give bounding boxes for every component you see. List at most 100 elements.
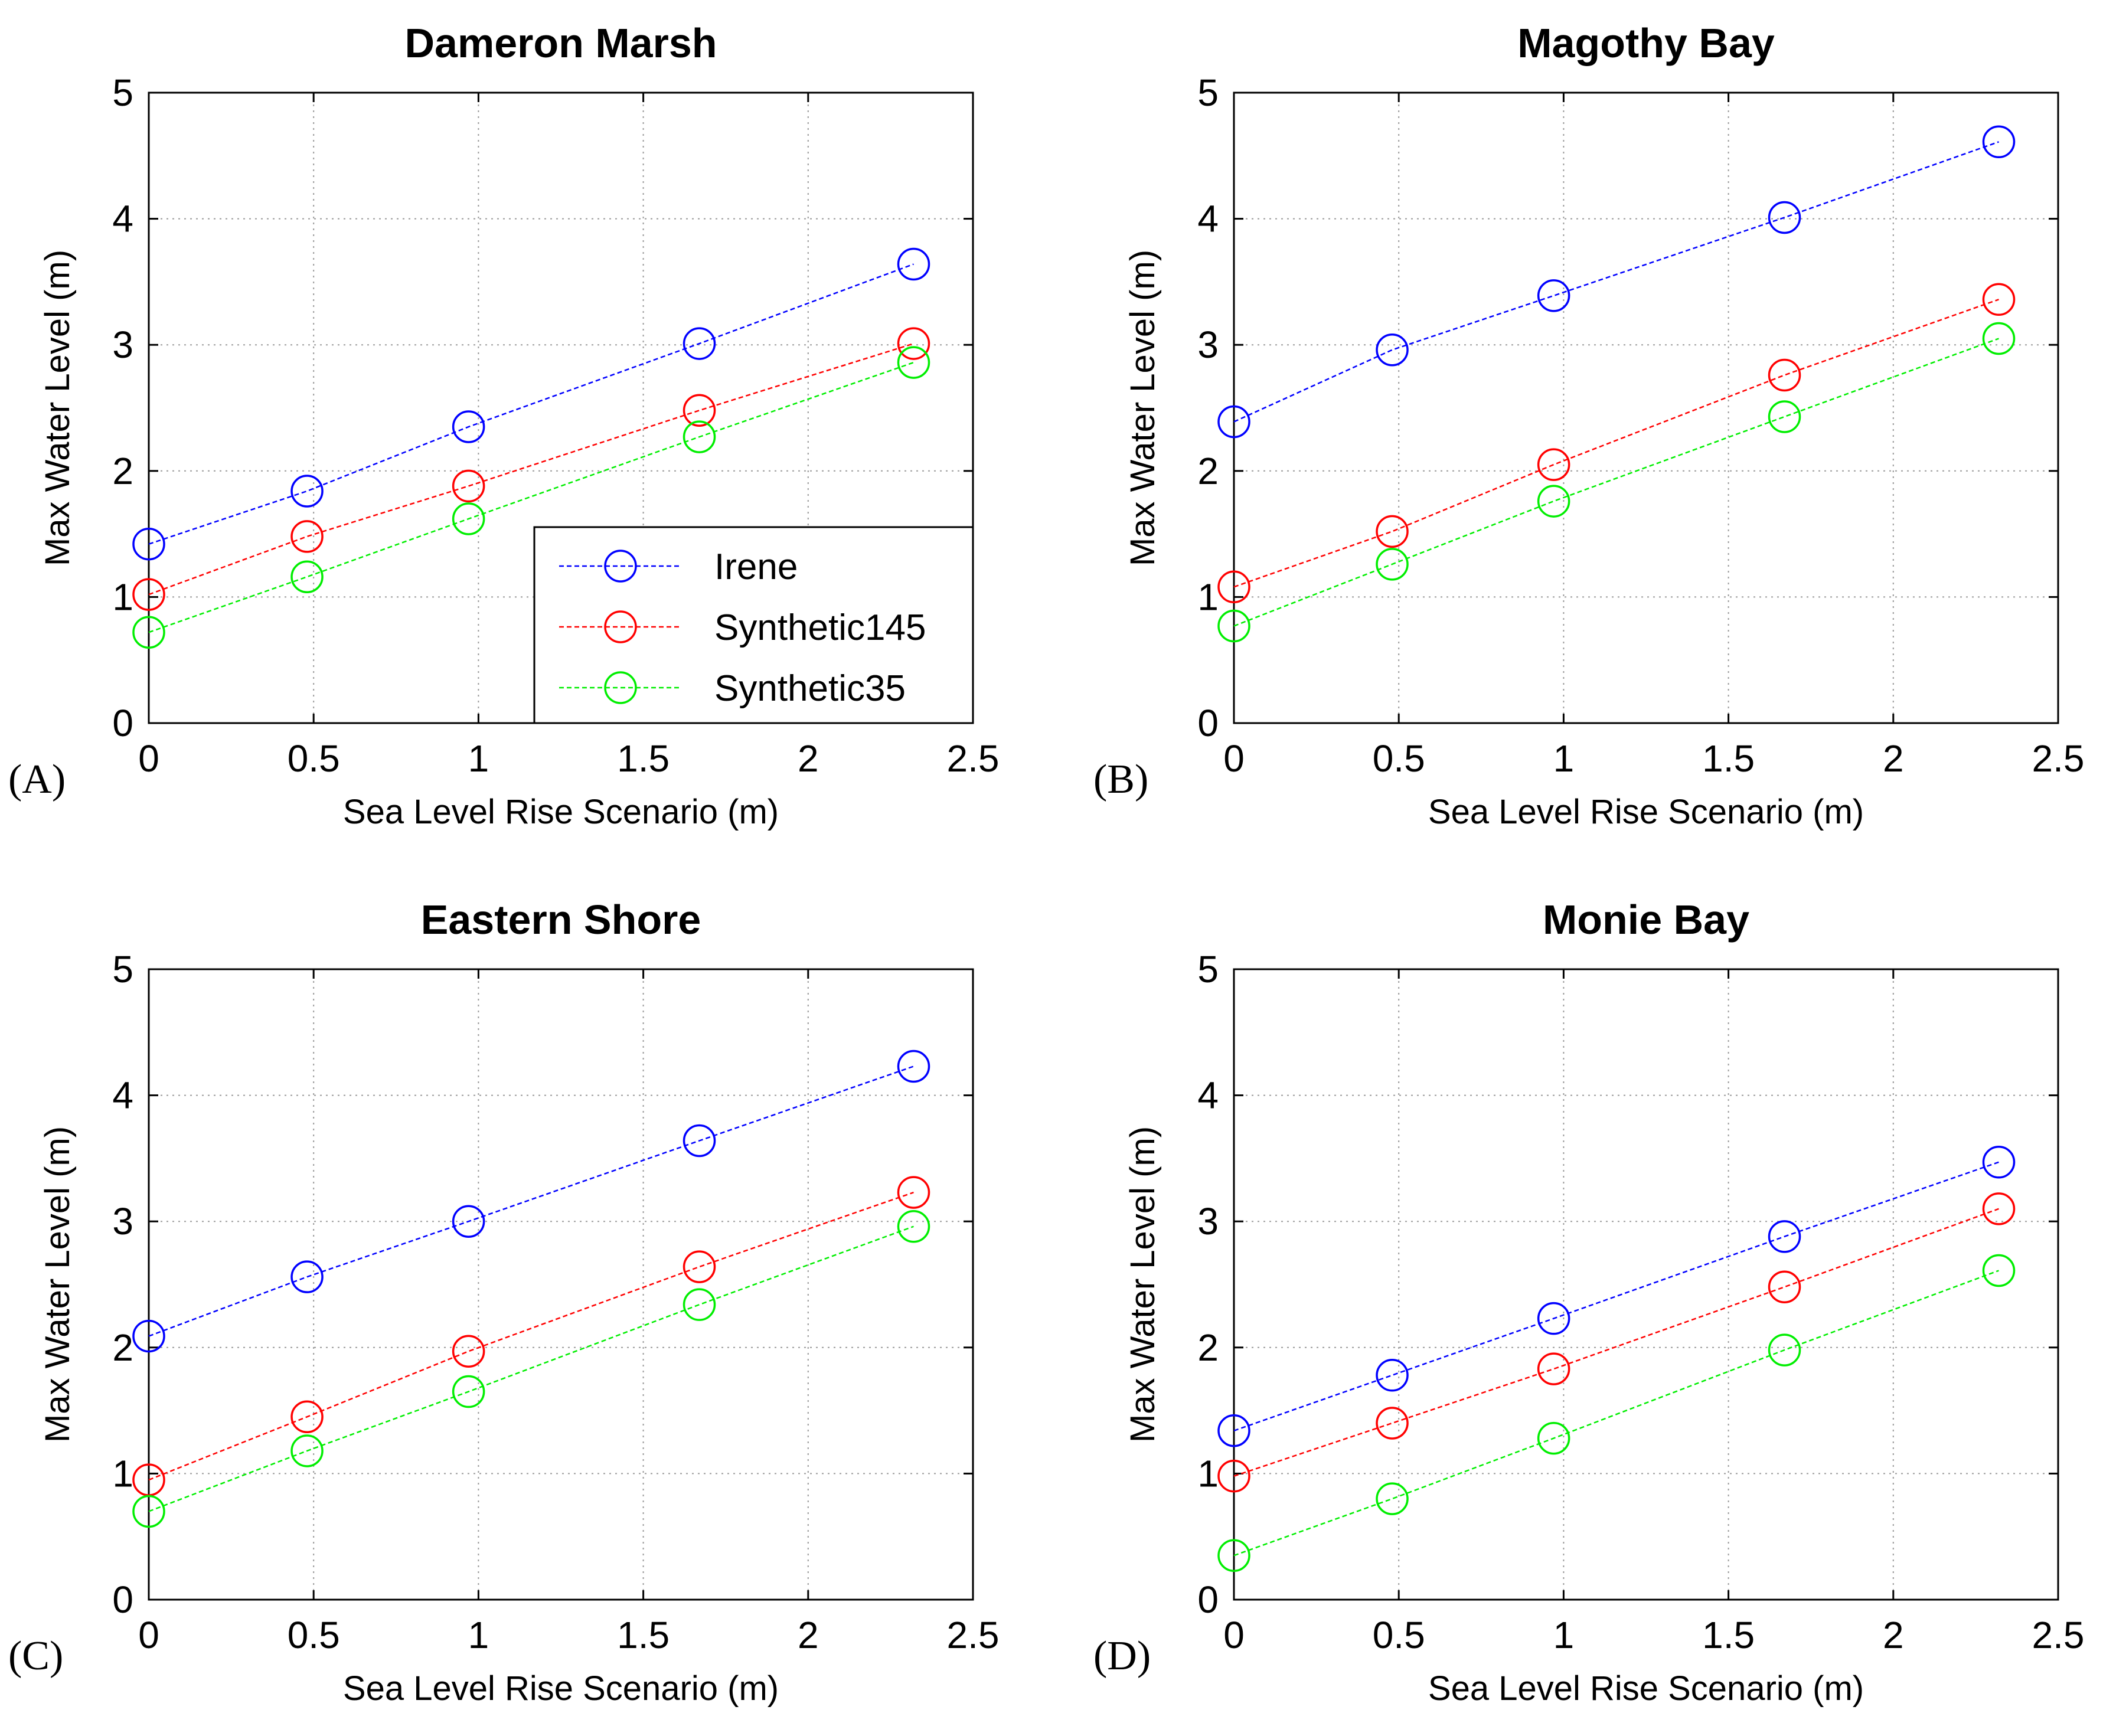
x-tick-label: 0.5 [288, 1614, 340, 1656]
y-tick-label: 1 [1197, 1452, 1219, 1495]
data-point [683, 327, 716, 360]
plot-area [149, 969, 973, 1600]
series-synthetic145 [1217, 283, 2016, 604]
x-axis-label: Sea Level Rise Scenario (m) [1428, 1669, 1864, 1708]
x-tick-label: 1 [1553, 737, 1575, 780]
series-irene [132, 1050, 930, 1353]
data-point [290, 520, 324, 553]
y-tick-label: 5 [1197, 71, 1219, 114]
chart-title: Eastern Shore [421, 897, 701, 943]
series-line [148, 263, 914, 545]
chart-title: Dameron Marsh [404, 20, 717, 66]
y-tick-label: 1 [112, 576, 133, 618]
x-tick-label: 1.5 [617, 737, 670, 780]
x-tick-label: 0.5 [1373, 1614, 1425, 1656]
series-line [1233, 299, 1999, 588]
series-line [1233, 141, 1999, 423]
data-point [1982, 1192, 2016, 1225]
series-synthetic35 [1217, 1254, 2016, 1572]
data-point [290, 1400, 324, 1434]
series-irene [132, 247, 930, 561]
data-point [132, 578, 165, 611]
y-tick-label: 4 [1197, 1074, 1219, 1117]
x-tick-label: 1 [468, 1614, 489, 1656]
data-point [452, 410, 485, 443]
y-tick-label: 3 [1197, 323, 1219, 366]
legend-marker [604, 610, 637, 643]
y-tick-label: 3 [112, 323, 133, 366]
legend-label: Irene [714, 547, 798, 587]
y-axis-label: Max Water Level (m) [38, 250, 77, 566]
x-tick-label: 2.5 [947, 1614, 1000, 1656]
data-point [452, 469, 485, 503]
series-line [1233, 1270, 1999, 1557]
data-point [1982, 125, 2016, 159]
x-tick-label: 1.5 [1702, 737, 1755, 780]
data-point [1217, 1414, 1250, 1447]
data-point [1537, 485, 1570, 518]
y-tick-label: 0 [1197, 702, 1219, 744]
x-tick-label: 2 [798, 737, 819, 780]
series-synthetic35 [132, 346, 930, 649]
data-point [1217, 570, 1250, 604]
data-point [132, 616, 165, 649]
chart-panel-4: 0 0.5 1 1.5 2 2.5 0 1 2 3 4 5 Monie Bay Sea Level Ris… [1093, 897, 2084, 1708]
x-tick-label: 0.5 [1373, 737, 1425, 780]
chart-panel-3: 0 0.5 1 1.5 2 2.5 0 1 2 3 4 5 Eastern Shore Sea Level… [8, 897, 999, 1708]
y-tick-label: 2 [1197, 450, 1219, 492]
data-point [452, 1375, 485, 1408]
data-point [897, 346, 930, 379]
y-tick-label: 5 [112, 71, 133, 114]
axes-frame [1233, 968, 2059, 1601]
x-axis-label: Sea Level Rise Scenario (m) [1428, 793, 1864, 831]
series-synthetic145 [1217, 1192, 2016, 1493]
data-point [683, 1124, 716, 1158]
series-line [148, 1225, 914, 1512]
data-point [683, 394, 716, 427]
data-point [1982, 283, 2016, 316]
data-point [132, 527, 165, 561]
data-point [897, 327, 930, 360]
data-point [1982, 1146, 2016, 1179]
y-tick-label: 3 [112, 1200, 133, 1243]
legend-marker [604, 550, 637, 583]
data-point [683, 1250, 716, 1283]
panel-label: (B) [1093, 757, 1148, 802]
data-point [1537, 448, 1570, 481]
data-point [452, 1335, 485, 1368]
plot-area [1234, 969, 2058, 1600]
x-tick-label: 0 [138, 1614, 159, 1656]
chart-panel-2: 0 0.5 1 1.5 2 2.5 0 1 2 3 4 5 Magothy Bay Sea Level R… [1093, 20, 2084, 831]
legend: Irene Synthetic145 Synthetic35 [533, 526, 974, 724]
series-irene [1217, 1146, 2016, 1447]
data-point [683, 1288, 716, 1321]
x-tick-label: 2.5 [2032, 1614, 2085, 1656]
data-point [1768, 358, 1801, 392]
y-tick-label: 0 [1197, 1578, 1219, 1621]
data-point [1217, 1459, 1250, 1493]
legend-label: Synthetic145 [714, 607, 926, 648]
data-point [1376, 548, 1409, 581]
series-line [148, 1065, 914, 1337]
data-point [1982, 1254, 2016, 1287]
y-tick-label: 4 [112, 1074, 133, 1117]
y-tick-label: 4 [112, 198, 133, 240]
data-point [683, 420, 716, 453]
legend-marker [604, 671, 637, 704]
data-point [897, 247, 930, 281]
x-tick-label: 2.5 [2032, 737, 2085, 780]
axes-frame [148, 968, 974, 1601]
data-point [1217, 609, 1250, 643]
y-tick-label: 4 [1197, 198, 1219, 240]
x-tick-label: 1.5 [617, 1614, 670, 1656]
data-point [290, 1434, 324, 1467]
chart-panel-1: 0 0.5 1 1.5 2 2.5 0 1 2 3 4 5 Dameron Marsh Sea Level… [8, 20, 999, 831]
data-point [290, 560, 324, 593]
y-axis-label: Max Water Level (m) [1124, 1126, 1162, 1443]
data-point [1376, 1482, 1409, 1515]
data-point [1217, 405, 1250, 439]
x-tick-label: 2.5 [947, 737, 1000, 780]
data-point [452, 1205, 485, 1238]
data-point [1376, 333, 1409, 367]
series-line [148, 361, 914, 633]
